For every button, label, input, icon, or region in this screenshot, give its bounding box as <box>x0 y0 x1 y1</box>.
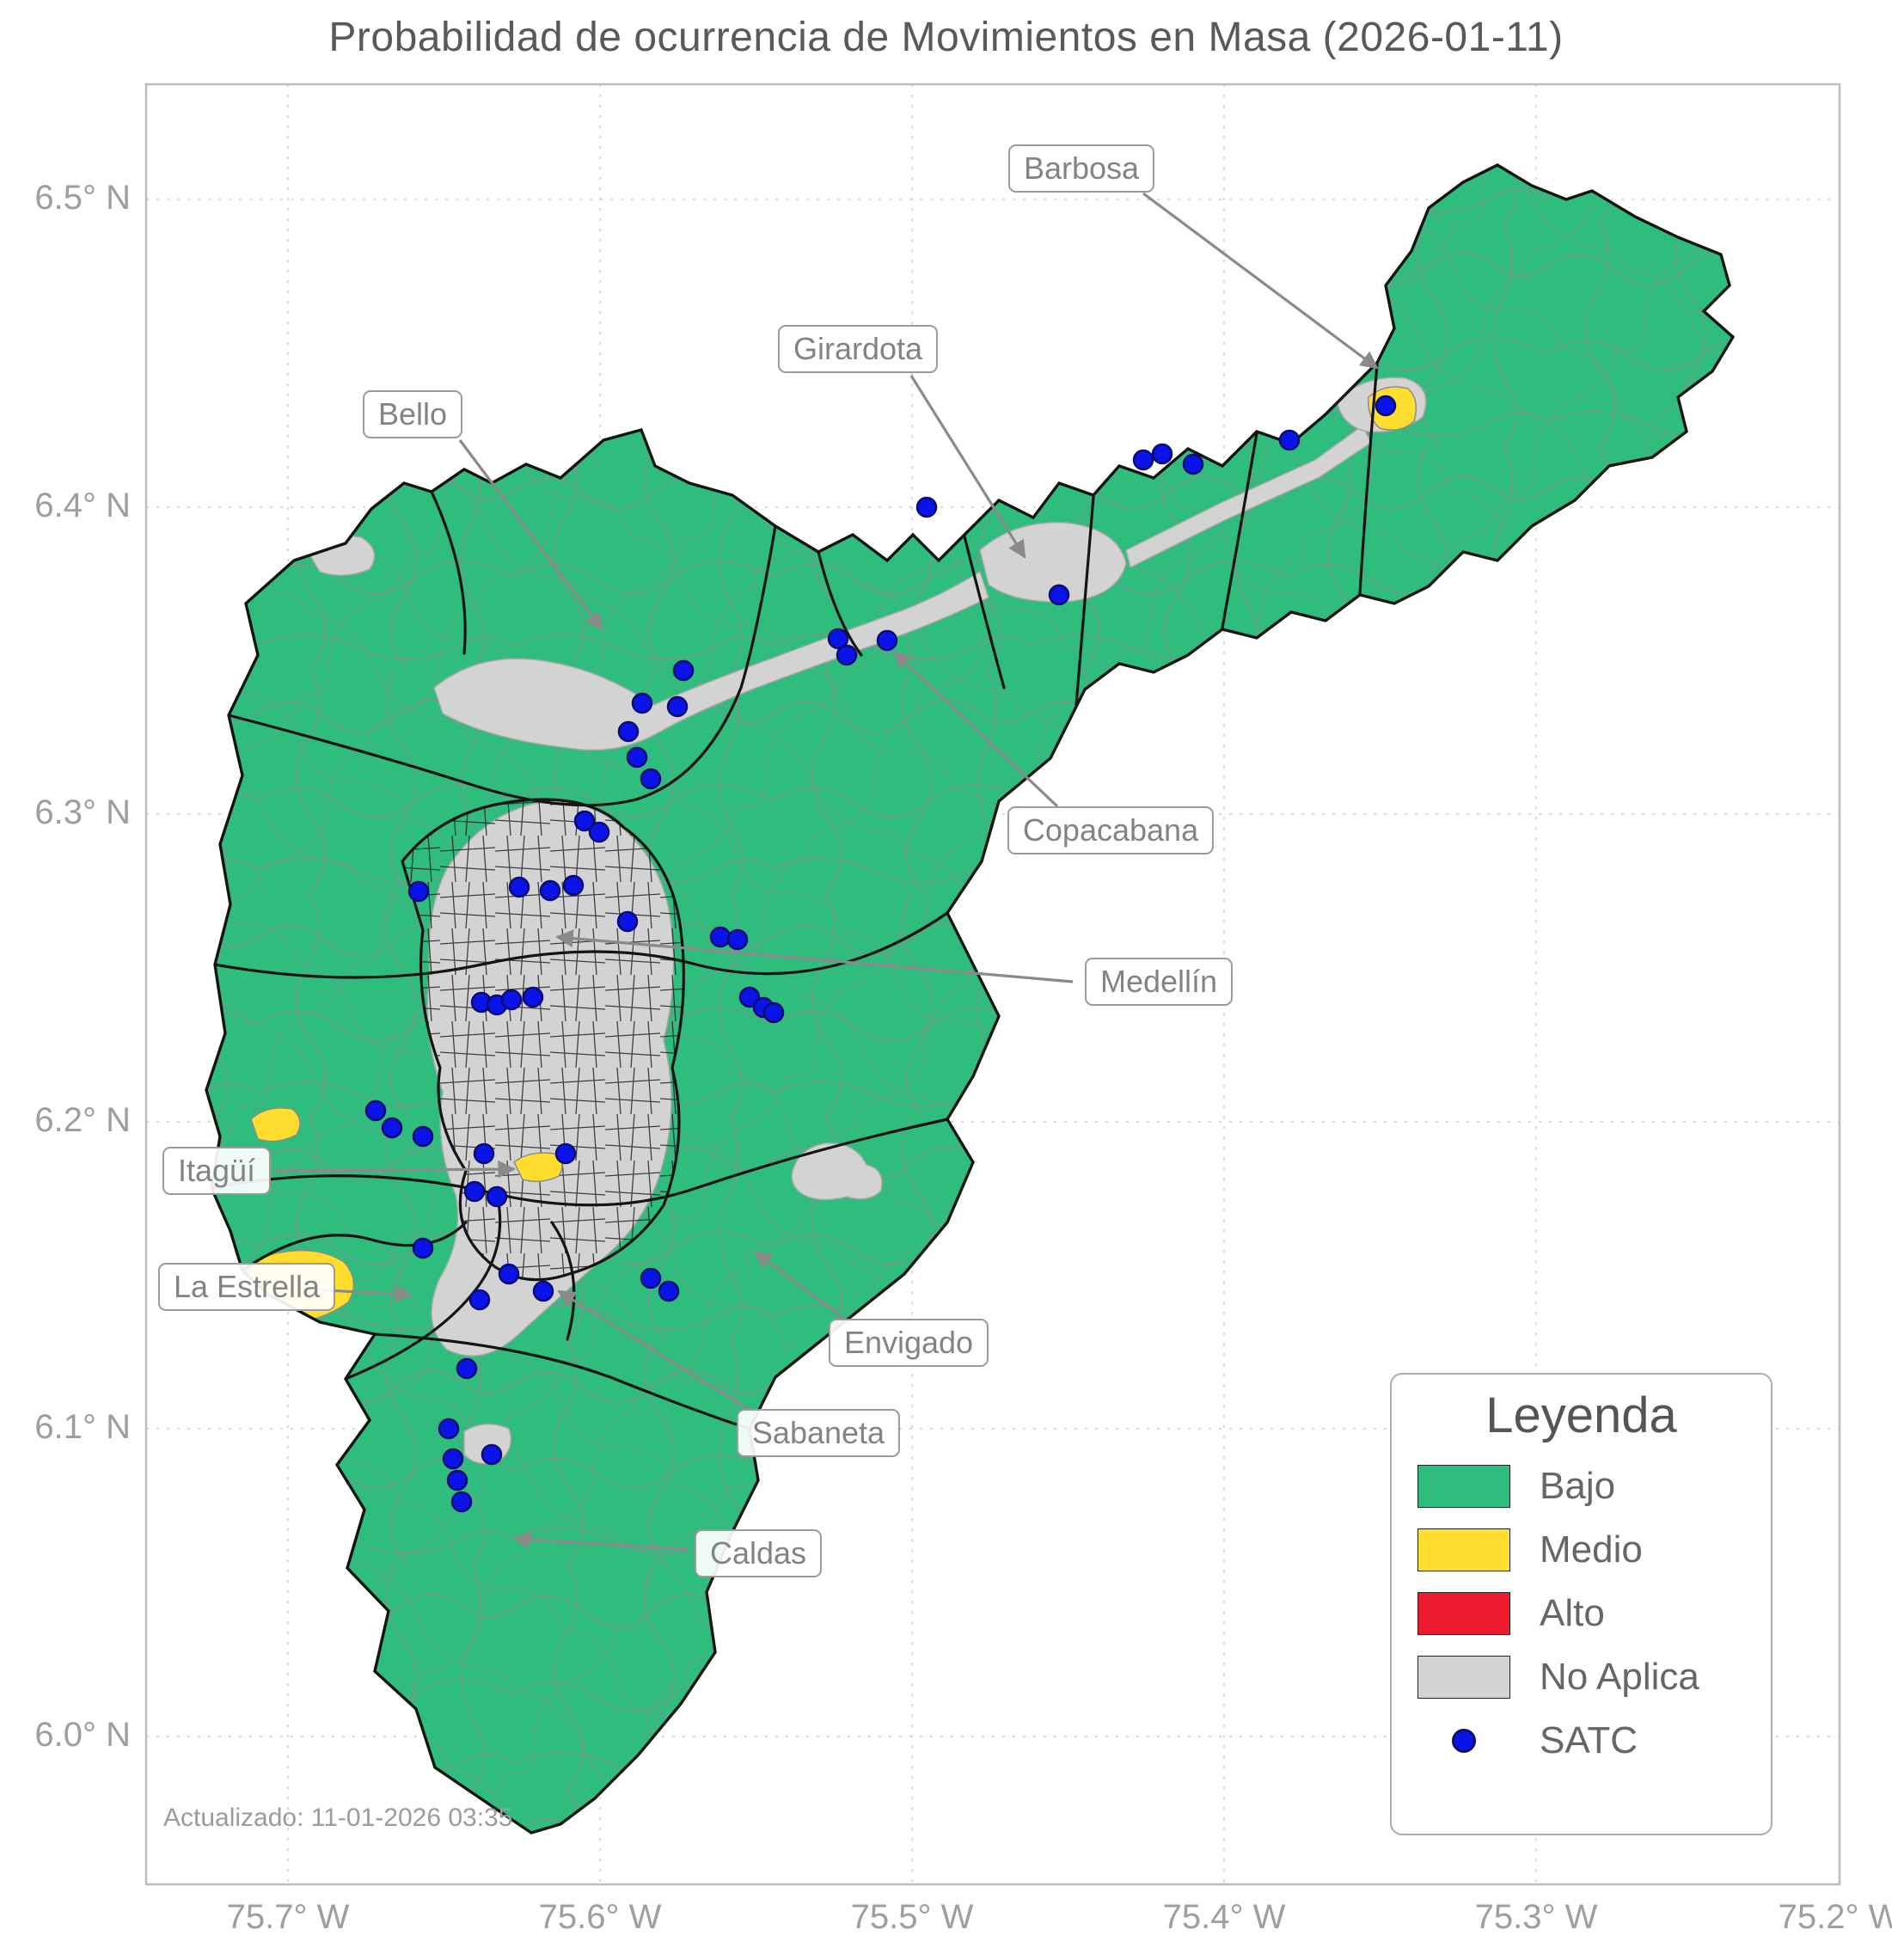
satc-point <box>562 874 585 897</box>
annotation-la-estrella: La Estrella <box>157 1263 336 1311</box>
satc-point <box>762 1001 785 1024</box>
ytick-6-0: 6.0° N <box>34 1716 131 1754</box>
annotation-bello: Bello <box>362 390 463 438</box>
satc-point <box>381 1117 403 1139</box>
legend-item-alto: Alto <box>1417 1592 1771 1635</box>
satc-point <box>1132 449 1154 471</box>
satc-point <box>626 746 648 769</box>
satc-point <box>486 1185 508 1208</box>
legend-label-bajo: Bajo <box>1540 1465 1616 1507</box>
satc-point <box>446 1469 468 1491</box>
plot-frame <box>144 83 1841 1886</box>
satc-point <box>1151 443 1173 465</box>
satc-point <box>539 879 561 902</box>
satc-point <box>532 1280 554 1302</box>
xtick-75-3: 75.3° W <box>1474 1898 1598 1936</box>
satc-point <box>1048 584 1070 606</box>
satc-point <box>666 695 689 718</box>
satc-point <box>876 629 898 652</box>
updated-timestamp: Actualizado: 11-01-2026 03:35 <box>163 1804 513 1832</box>
legend-label-no-aplica: No Aplica <box>1540 1656 1699 1698</box>
municipal-boundaries <box>210 363 1379 1430</box>
satc-point <box>709 926 732 948</box>
annotation-envigado: Envigado <box>828 1319 989 1367</box>
annotation-girardota: Girardota <box>777 325 939 373</box>
satc-point <box>827 628 849 650</box>
annotation-caldas: Caldas <box>694 1529 823 1577</box>
legend-swatch-bajo <box>1417 1465 1510 1508</box>
ytick-6-3: 6.3° N <box>34 793 131 831</box>
annotation-arrows <box>274 192 1379 1551</box>
satc-point <box>407 880 430 903</box>
legend-label-medio: Medio <box>1540 1528 1643 1571</box>
satc-point <box>616 910 639 933</box>
satc-point <box>364 1099 387 1122</box>
satc-point <box>468 1289 491 1311</box>
satc-dot-icon <box>1452 1729 1476 1753</box>
legend-swatch-medio <box>1417 1528 1510 1571</box>
annotation-copacabana: Copacabana <box>1007 806 1215 854</box>
xtick-75-6: 75.6° W <box>538 1898 662 1936</box>
annotation-barbosa: Barbosa <box>1007 144 1155 193</box>
satc-point <box>1278 429 1301 451</box>
xtick-75-4: 75.4° W <box>1162 1898 1286 1936</box>
ytick-6-5: 6.5° N <box>34 179 131 217</box>
legend: Leyenda Bajo Medio Alto No Aplica SATC <box>1390 1373 1773 1835</box>
legend-item-no-aplica: No Aplica <box>1417 1656 1771 1699</box>
satc-point <box>498 1263 520 1285</box>
satc-point <box>1182 453 1204 475</box>
legend-title: Leyenda <box>1485 1387 1677 1443</box>
satc-point <box>442 1448 464 1470</box>
satc-point <box>658 1280 680 1302</box>
satc-point <box>522 986 544 1008</box>
satc-point <box>554 1142 577 1165</box>
ytick-6-2: 6.2° N <box>34 1101 131 1139</box>
ytick-6-1: 6.1° N <box>34 1408 131 1446</box>
satc-point <box>617 720 640 743</box>
legend-item-satc: SATC <box>1417 1719 1771 1762</box>
satc-point <box>438 1418 460 1440</box>
legend-label-satc: SATC <box>1540 1719 1638 1761</box>
satc-point <box>456 1357 478 1380</box>
satc-point <box>463 1180 486 1203</box>
satc-point <box>573 810 596 832</box>
legend-satc-dot-wrap <box>1417 1729 1510 1753</box>
satc-point <box>726 928 749 951</box>
satc-point <box>631 692 653 714</box>
satc-point <box>836 644 858 666</box>
satc-points-layer <box>364 395 1397 1513</box>
legend-label-alto: Alto <box>1540 1592 1605 1634</box>
satc-point <box>738 986 761 1008</box>
satc-point <box>473 1142 495 1165</box>
satc-point <box>1375 395 1397 417</box>
legend-swatch-alto <box>1417 1592 1510 1635</box>
satc-point <box>450 1491 473 1513</box>
xtick-75-5: 75.5° W <box>850 1898 974 1936</box>
xtick-75-2: 75.2° W <box>1778 1898 1892 1936</box>
satc-point <box>640 1267 662 1289</box>
annotation-medellin: Medellín <box>1084 958 1234 1006</box>
satc-point <box>588 821 610 843</box>
satc-point <box>672 659 695 682</box>
satc-point <box>500 989 523 1011</box>
satc-point <box>412 1125 434 1148</box>
legend-swatch-no-aplica <box>1417 1656 1510 1699</box>
satc-point <box>508 876 530 898</box>
page-title: Probabilidad de ocurrencia de Movimiento… <box>328 15 1564 60</box>
legend-item-medio: Medio <box>1417 1528 1771 1571</box>
satc-point <box>412 1237 434 1259</box>
satc-point <box>640 768 662 790</box>
legend-item-bajo: Bajo <box>1417 1465 1771 1508</box>
satc-point <box>481 1443 503 1466</box>
annotation-sabaneta: Sabaneta <box>736 1409 901 1457</box>
satc-point <box>915 496 938 518</box>
xtick-75-7: 75.7° W <box>226 1898 350 1936</box>
ytick-6-4: 6.4° N <box>34 487 131 524</box>
annotation-itagui: Itagüí <box>162 1147 272 1195</box>
